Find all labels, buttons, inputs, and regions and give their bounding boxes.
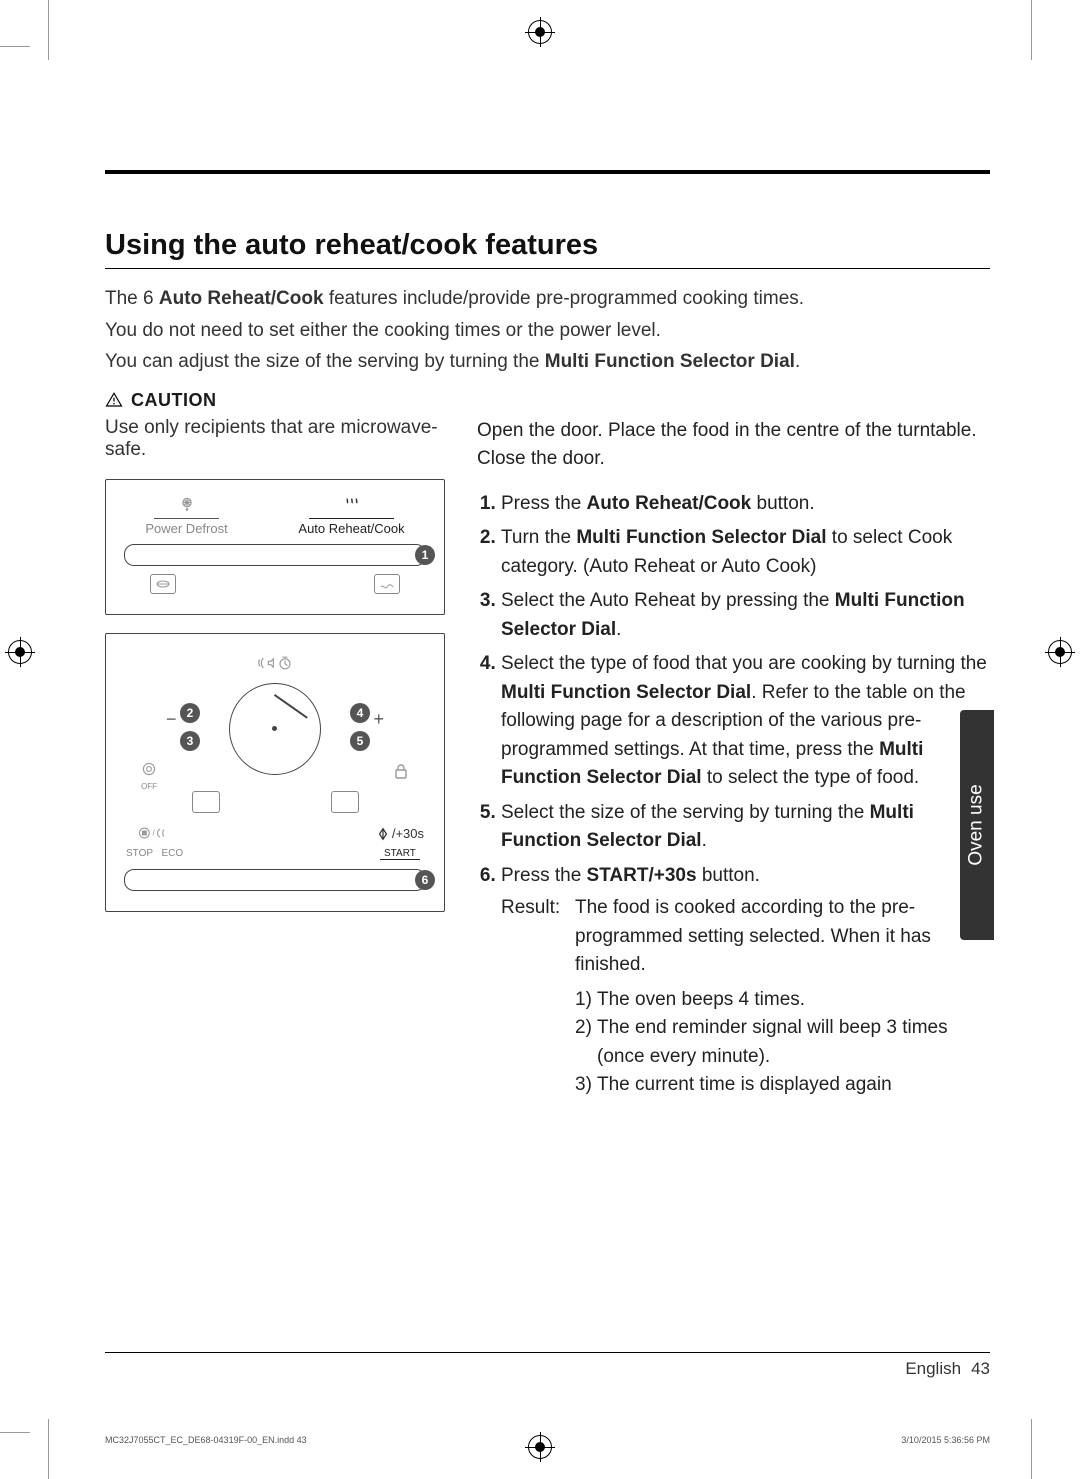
sound-timer-icons — [120, 654, 430, 677]
crop-mark — [1031, 0, 1032, 60]
stop-label: STOP — [126, 848, 153, 859]
intro-text: The 6 Auto Reheat/Cook features include/… — [105, 285, 990, 376]
footer-lang: English — [905, 1359, 961, 1379]
display-strip-bottom: 6 — [124, 869, 426, 891]
off-button: OFF — [140, 761, 158, 791]
caution-heading: CAUTION — [105, 390, 990, 411]
power-defrost-mode: Power Defrost — [145, 494, 227, 536]
control-panel-bottom: − + 2 3 4 5 OFF — [105, 633, 445, 912]
footer-page: 43 — [971, 1359, 990, 1379]
page-content: Using the auto reheat/cook features The … — [105, 150, 990, 1299]
callout-2: 2 — [180, 703, 200, 723]
title-rule — [105, 268, 990, 269]
print-file: MC32J7055CT_EC_DE68-04319F-00_EN.indd 43 — [105, 1435, 307, 1445]
display-strip: 1 — [124, 544, 426, 566]
start-label: START — [380, 848, 420, 860]
registration-mark-icon — [1048, 640, 1072, 664]
section-tab: Oven use — [960, 710, 994, 940]
step-3: Select the Auto Reheat by pressing the M… — [501, 587, 990, 644]
power-defrost-label: Power Defrost — [145, 521, 227, 536]
print-footer: MC32J7055CT_EC_DE68-04319F-00_EN.indd 43… — [105, 1435, 990, 1445]
crop-mark — [0, 1432, 30, 1433]
svg-text:/: / — [152, 828, 155, 837]
callout-5: 5 — [350, 731, 370, 751]
callout-4: 4 — [350, 703, 370, 723]
caution-label: CAUTION — [131, 390, 217, 411]
left-small-button — [192, 791, 220, 813]
selector-dial — [229, 683, 321, 775]
crust-icon — [374, 574, 400, 594]
registration-mark-icon — [8, 640, 32, 664]
intro-line1-pre: The 6 — [105, 288, 159, 309]
plate-icon — [150, 574, 176, 594]
result-label: Result: — [501, 894, 561, 1100]
intro-line3-pre: You can adjust the size of the serving b… — [105, 351, 545, 372]
callout-3: 3 — [180, 731, 200, 751]
section-title: Using the auto reheat/cook features — [105, 229, 990, 262]
open-door-text: Open the door. Place the food in the cen… — [477, 417, 990, 474]
intro-line2: You do not need to set either the cookin… — [105, 317, 990, 345]
result-sublist: 1)The oven beeps 4 times. 2)The end remi… — [575, 986, 990, 1100]
header-rule — [105, 170, 990, 174]
plus-label: + — [373, 709, 384, 730]
section-tab-label: Oven use — [966, 784, 988, 865]
intro-line1-bold: Auto Reheat/Cook — [159, 288, 324, 309]
stop-eco-button: / STOP ECO — [126, 825, 183, 861]
intro-line3-post: . — [795, 351, 800, 372]
minus-label: − — [166, 709, 177, 730]
auto-reheat-cook-label: Auto Reheat/Cook — [298, 521, 404, 536]
auto-reheat-cook-mode: Auto Reheat/Cook — [298, 494, 404, 536]
result-sub-2: 2)The end reminder signal will beep 3 ti… — [575, 1014, 990, 1071]
lock-icon — [394, 763, 408, 784]
print-timestamp: 3/10/2015 5:36:56 PM — [901, 1435, 990, 1445]
intro-line1-post: features include/provide pre-programmed … — [324, 288, 805, 309]
result-sub-3: 3)The current time is displayed again — [575, 1071, 990, 1100]
eco-label: ECO — [162, 848, 184, 859]
steps-list: Press the Auto Reheat/Cook button. Turn … — [477, 490, 990, 1100]
caution-note: Use only recipients that are microwave-s… — [105, 417, 445, 461]
result-sub-1: 1)The oven beeps 4 times. — [575, 986, 990, 1015]
step-1: Press the Auto Reheat/Cook button. — [501, 490, 990, 519]
step-2: Turn the Multi Function Selector Dial to… — [501, 524, 990, 581]
registration-mark-icon — [528, 20, 552, 44]
crop-mark — [48, 0, 49, 60]
off-label: OFF — [140, 782, 158, 791]
control-panel-top: Power Defrost Auto Reheat/Cook 1 — [105, 479, 445, 615]
crop-mark — [0, 46, 30, 47]
crop-mark — [1031, 1419, 1032, 1479]
right-small-button — [331, 791, 359, 813]
start-button: /+30s START — [376, 825, 424, 861]
result-text: The food is cooked according to the pre-… — [575, 894, 990, 980]
steam-icon — [298, 494, 404, 516]
callout-1: 1 — [415, 545, 435, 565]
step-4: Select the type of food that you are coo… — [501, 650, 990, 793]
step-6: Press the START/+30s button. Result: The… — [501, 862, 990, 1100]
warning-triangle-icon — [105, 391, 123, 409]
page-footer: English 43 — [105, 1352, 990, 1379]
snowflake-droplet-icon — [145, 494, 227, 516]
callout-6: 6 — [415, 870, 435, 890]
start-suffix: /+30s — [392, 826, 424, 841]
intro-line3-bold: Multi Function Selector Dial — [545, 351, 795, 372]
step-5: Select the size of the serving by turnin… — [501, 799, 990, 856]
crop-mark — [48, 1419, 49, 1479]
